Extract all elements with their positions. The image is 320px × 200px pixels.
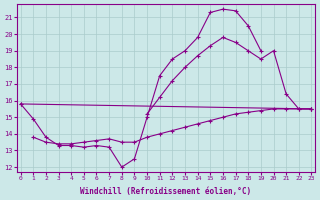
X-axis label: Windchill (Refroidissement éolien,°C): Windchill (Refroidissement éolien,°C) <box>80 187 252 196</box>
